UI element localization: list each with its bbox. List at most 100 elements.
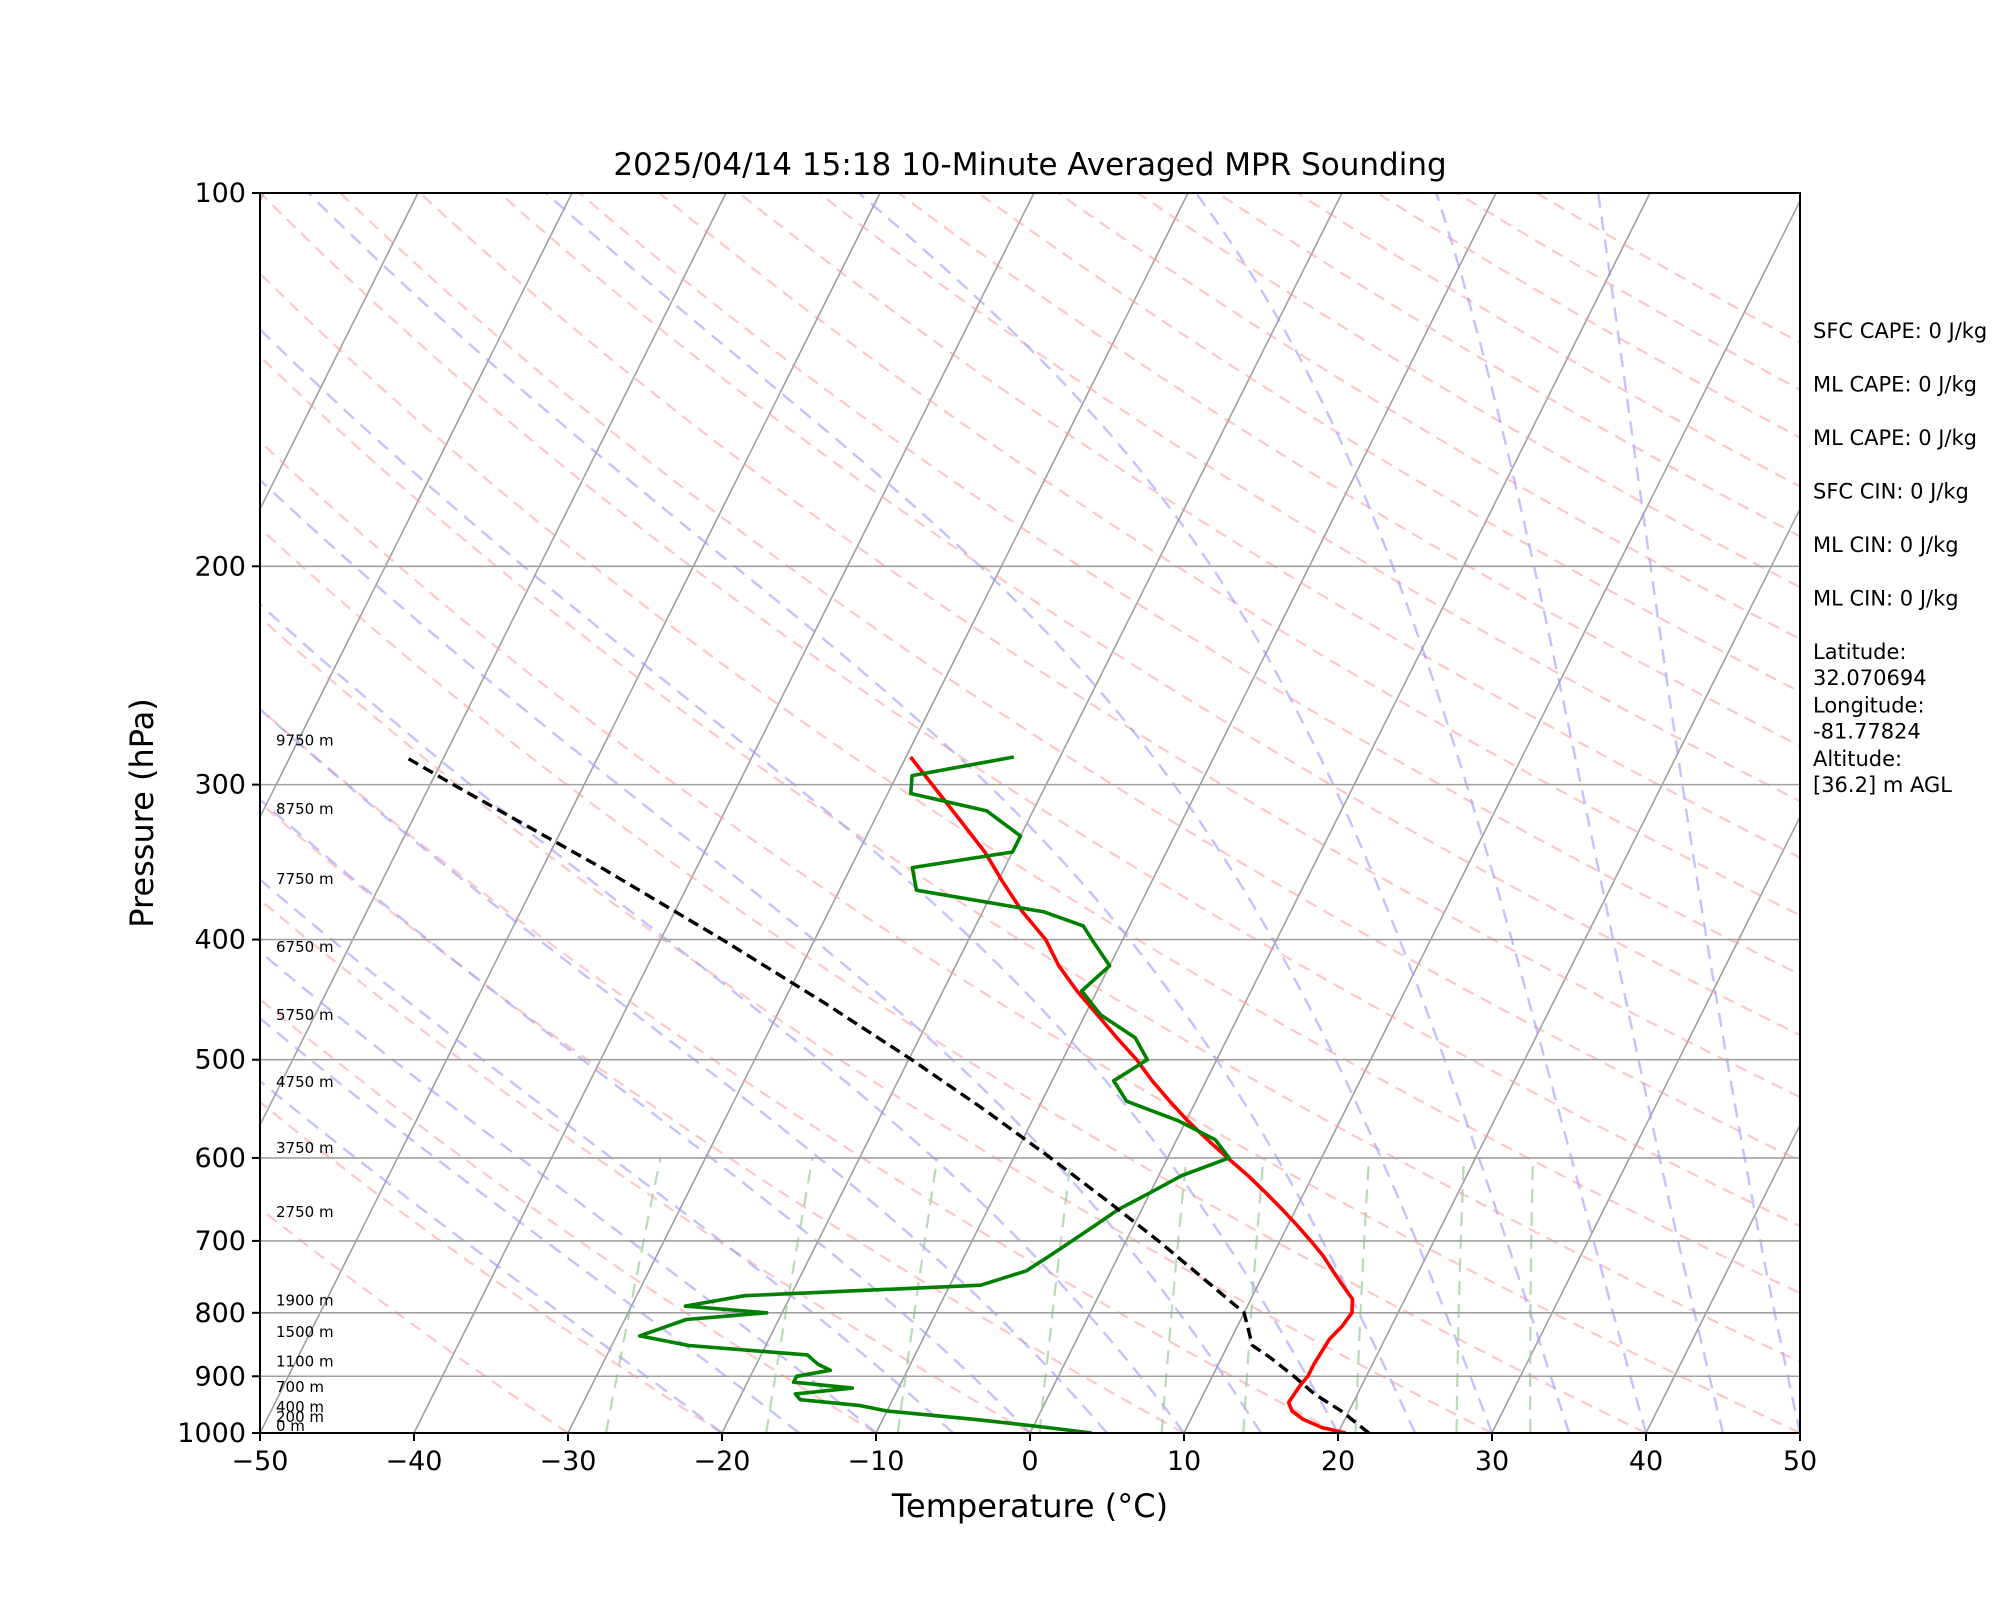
isotherm-line	[260, 193, 881, 1433]
moist-adiabat-line	[260, 950, 877, 1433]
moist-adiabat-line	[858, 193, 1571, 1433]
height-label: 5750 m	[276, 1006, 334, 1024]
x-tick-label: −20	[694, 1446, 751, 1477]
x-tick-label: 30	[1475, 1446, 1509, 1477]
height-label: 3750 m	[276, 1139, 334, 1157]
isotherm-line	[875, 193, 1497, 1433]
isobar-gridlines	[260, 192, 1800, 1434]
isotherm-line	[567, 193, 1189, 1433]
y-axis-ticks: 100 200 300 400 500 600 700 800 900 1000	[177, 178, 260, 1449]
dry-adiabat-line	[977, 193, 1800, 694]
y-tick-label: 200	[194, 551, 246, 582]
height-label: 1100 m	[276, 1352, 334, 1370]
height-label: 200 m	[276, 1408, 324, 1426]
height-label: 700 m	[276, 1378, 324, 1396]
moist-adiabat-line	[260, 602, 1185, 1433]
parcel-profile	[404, 755, 1370, 1433]
dry-adiabat-line	[658, 193, 1800, 917]
y-tick-label: 1000	[177, 1418, 246, 1449]
index-text: ML CAPE: 0 J/kg	[1813, 373, 1977, 397]
height-label: 6750 m	[276, 938, 334, 956]
moist-adiabat-line	[260, 478, 1263, 1433]
dry-adiabat-line	[339, 193, 1800, 1162]
x-tick-label: 20	[1321, 1446, 1355, 1477]
x-axis-ticks: −50 −40 −30 −20 −10 0 10 20 30 40 50	[232, 1433, 1817, 1477]
moist-adiabat-line	[260, 1016, 800, 1433]
x-tick-label: −50	[232, 1446, 289, 1477]
height-label: 0 m	[276, 1417, 305, 1435]
dry-adiabat-line	[260, 272, 1800, 1295]
height-label: 1900 m	[276, 1291, 334, 1309]
dry-adiabat-line	[260, 354, 1800, 1364]
isotherm-line	[260, 193, 727, 1127]
index-text: [36.2] m AGL	[1813, 773, 1952, 797]
isotherm-line	[260, 193, 419, 511]
moist-adiabat-line	[260, 327, 1340, 1433]
y-tick-label: 300	[194, 770, 246, 801]
height-label: 2750 m	[276, 1203, 334, 1221]
y-axis-title: Pressure (hPa)	[123, 698, 161, 928]
dewpoint-profile	[637, 755, 1231, 1433]
index-text: SFC CAPE: 0 J/kg	[1813, 319, 1987, 343]
height-label: 9750 m	[276, 731, 334, 749]
dry-adiabat-line	[578, 193, 1800, 976]
isotherm-line	[413, 193, 1035, 1433]
y-tick-label: 500	[194, 1045, 246, 1076]
isotherm-line	[721, 193, 1343, 1433]
moist-adiabat-line	[1194, 193, 1648, 1433]
moist-adiabat-line	[307, 193, 1417, 1433]
index-text: -81.77824	[1813, 720, 1921, 744]
dry-adiabat-line	[260, 997, 877, 1433]
height-label: 1500 m	[276, 1323, 334, 1341]
isotherm-line	[1029, 193, 1651, 1433]
dry-adiabat-line	[419, 193, 1800, 1099]
y-tick-label: 100	[194, 178, 246, 209]
chart-title: 2025/04/14 15:18 10-Minute Averaged MPR …	[613, 147, 1446, 183]
index-text: ML CAPE: 0 J/kg	[1813, 426, 1977, 450]
temperature-profile	[909, 755, 1355, 1433]
dry-adiabat-line	[260, 193, 1800, 1228]
mixing-ratio-line	[1354, 1157, 1371, 1433]
isotherm-line	[1337, 507, 1800, 1433]
x-tick-label: −30	[540, 1446, 597, 1477]
y-tick-label: 800	[194, 1298, 246, 1329]
moist-adiabat-line	[260, 707, 1108, 1433]
dry-adiabat-line	[260, 439, 1800, 1433]
dry-adiabat-line	[260, 898, 1031, 1433]
plot-frame	[259, 192, 1801, 1434]
y-tick-label: 900	[194, 1361, 246, 1392]
isotherm-line	[1491, 815, 1800, 1433]
index-text: Longitude:	[1813, 694, 1925, 718]
mixing-ratio-line	[1529, 1157, 1535, 1433]
height-label: 4750 m	[276, 1073, 334, 1091]
y-tick-label: 700	[194, 1226, 246, 1257]
moist-adiabat-line	[1435, 193, 1725, 1433]
x-tick-label: 10	[1167, 1446, 1201, 1477]
x-tick-label: 40	[1629, 1446, 1663, 1477]
indices-panel: SFC CAPE: 0 J/kg ML CAPE: 0 J/kg ML CAPE: …	[1813, 319, 1987, 797]
sounding-series	[404, 755, 1370, 1433]
isotherm-line	[0, 193, 110, 1433]
moist-adiabat-line	[545, 193, 1494, 1433]
dry-adiabat-line	[260, 707, 1339, 1433]
height-label: 8750 m	[276, 800, 334, 818]
mixing-ratio-line	[1038, 1157, 1073, 1433]
mixing-ratio-line	[1455, 1157, 1465, 1433]
mixing-ratio-line	[896, 1157, 939, 1433]
x-tick-label: −40	[386, 1446, 443, 1477]
moist-adiabat-line	[260, 798, 1031, 1433]
mixing-ratio-line	[604, 1157, 662, 1433]
y-tick-label: 600	[194, 1143, 246, 1174]
index-text: SFC CIN: 0 J/kg	[1813, 480, 1969, 504]
isotherm-line	[260, 193, 573, 819]
isotherm-line	[1183, 199, 1800, 1433]
moist-adiabat-line	[1597, 193, 1800, 1433]
height-label: 7750 m	[276, 870, 334, 888]
index-text: Altitude:	[1813, 747, 1902, 771]
dry-adiabat-line	[738, 193, 1800, 859]
index-text: Latitude:	[1813, 640, 1907, 664]
moist-adiabat-line	[260, 878, 954, 1433]
index-text: 32.070694	[1813, 666, 1927, 690]
x-tick-label: 50	[1783, 1446, 1817, 1477]
